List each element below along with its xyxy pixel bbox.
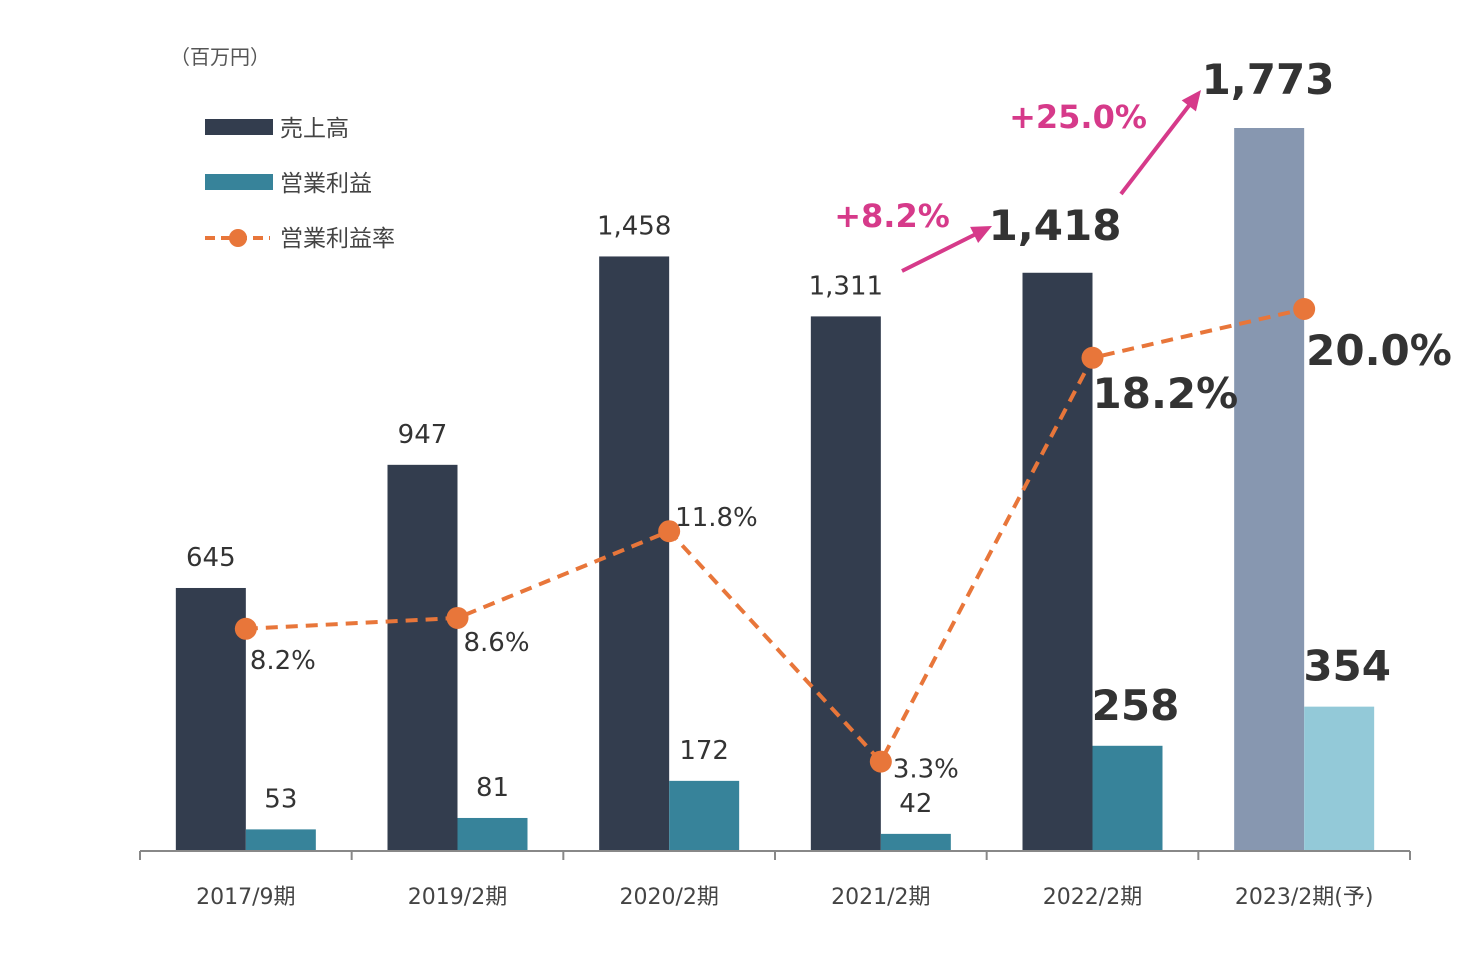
sales-bar <box>1022 272 1093 851</box>
rate-marker <box>869 750 892 773</box>
sales-bar <box>599 256 670 851</box>
x-tick-label: 2023/2期(予) <box>1235 885 1374 910</box>
x-tick-label: 2022/2期 <box>1043 885 1142 910</box>
legend-label-rate: 営業利益率 <box>280 226 395 252</box>
growth-annotation-label: +8.2% <box>834 197 950 235</box>
growth-annotation-label: +25.0% <box>1009 98 1147 136</box>
legend-label-sales: 売上高 <box>280 116 349 142</box>
profit-value-label: 172 <box>679 736 729 766</box>
legend-swatch-profit <box>205 174 273 190</box>
legend-label-profit: 営業利益 <box>280 171 372 197</box>
growth-arrow-head <box>970 226 992 243</box>
unit-label: （百万円） <box>170 45 270 69</box>
rate-line <box>245 307 1305 766</box>
sales-bar <box>175 587 246 851</box>
profit-bar <box>1092 745 1163 851</box>
rate-marker <box>1081 346 1104 369</box>
rate-value-label: 20.0% <box>1306 326 1452 375</box>
profit-bar <box>669 780 740 851</box>
x-tick-label: 2017/9期 <box>196 885 295 910</box>
rate-marker <box>446 606 469 629</box>
rate-value-label: 8.6% <box>464 628 530 658</box>
profit-bar <box>245 829 316 851</box>
sales-bar <box>387 464 458 851</box>
profit-value-label: 81 <box>476 773 509 803</box>
x-tick-label: 2019/2期 <box>408 885 507 910</box>
x-tick-label: 2020/2期 <box>619 885 718 910</box>
sales-value-label: 645 <box>186 543 236 573</box>
profit-value-label: 354 <box>1303 642 1391 691</box>
sales-value-label: 1,773 <box>1202 55 1335 104</box>
legend-swatch-sales <box>205 119 273 135</box>
profit-bar <box>1304 706 1375 851</box>
profit-bar <box>880 833 951 851</box>
sales-value-label: 1,458 <box>597 211 671 241</box>
profit-value-label: 42 <box>899 789 932 819</box>
profit-value-label: 53 <box>264 784 297 814</box>
rate-marker <box>1293 298 1316 320</box>
rate-value-label: 3.3% <box>893 755 959 785</box>
rate-value-label: 8.2% <box>250 646 316 676</box>
rate-value-label: 18.2% <box>1093 369 1239 418</box>
growth-arrow-head <box>1181 90 1201 112</box>
growth-arrow <box>901 228 984 273</box>
legend-swatch-rate-marker <box>229 229 247 247</box>
legend: 売上高 営業利益 営業利益率 <box>205 116 395 252</box>
profit-bar <box>457 817 528 851</box>
sales-bar <box>810 316 881 851</box>
growth-arrow <box>1119 99 1195 196</box>
x-tick-label: 2021/2期 <box>831 885 930 910</box>
sales-value-label: 947 <box>398 420 448 450</box>
rate-marker <box>658 520 681 543</box>
sales-bar <box>1234 128 1305 851</box>
sales-value-label: 1,418 <box>989 201 1122 250</box>
rate-marker <box>234 617 257 640</box>
sales-value-label: 1,311 <box>809 271 883 301</box>
rate-value-label: 11.8% <box>675 503 758 533</box>
profit-value-label: 258 <box>1092 681 1180 730</box>
